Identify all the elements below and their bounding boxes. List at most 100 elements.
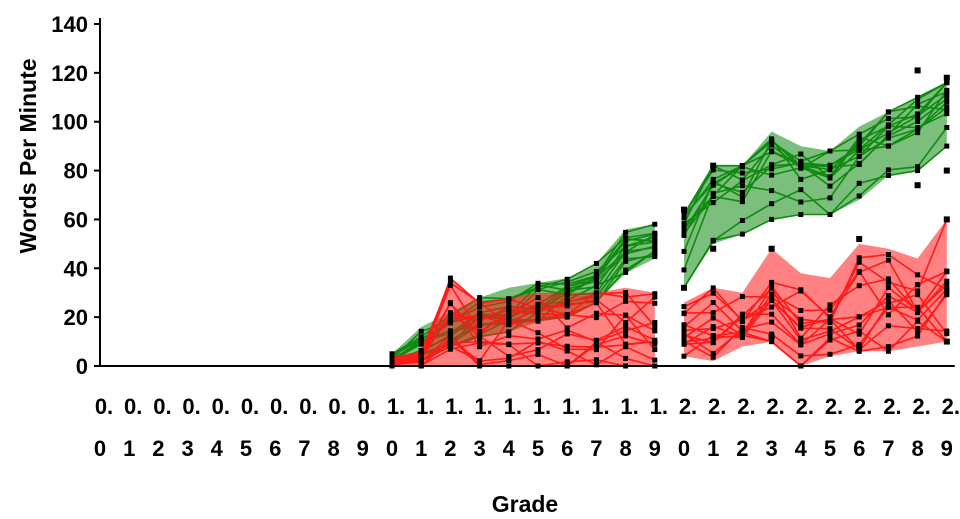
x-tick-label-bottom: 4 [795, 436, 808, 461]
x-tick-label-bottom: 1 [415, 436, 427, 461]
low-marker [681, 327, 687, 333]
low-marker [652, 291, 658, 297]
low-marker [769, 311, 775, 317]
high-marker [798, 163, 804, 169]
high-marker [856, 137, 862, 143]
low-marker [915, 272, 921, 278]
low-marker [535, 347, 541, 353]
low-marker [535, 295, 541, 300]
low-marker [885, 293, 891, 299]
low-marker [856, 348, 862, 354]
high-marker [710, 167, 716, 173]
high-marker [798, 187, 804, 193]
high-marker [915, 111, 921, 117]
low-marker [447, 332, 453, 338]
low-marker [856, 328, 862, 334]
high-marker [681, 248, 687, 254]
low-marker [564, 343, 570, 349]
low-marker [915, 326, 921, 332]
y-tick-label: 40 [64, 256, 88, 281]
low-marker [506, 358, 512, 364]
low-marker [681, 338, 687, 344]
low-marker [885, 252, 891, 257]
high-marker [769, 216, 775, 222]
low-marker [681, 353, 687, 359]
high-marker [739, 194, 745, 200]
low-marker [652, 328, 658, 334]
x-tick-label-bottom: 2 [736, 436, 748, 461]
low-marker [477, 318, 483, 324]
high-marker [681, 224, 687, 230]
low-marker [798, 353, 804, 359]
low-marker [710, 285, 716, 291]
x-tick-label-bottom: 6 [853, 436, 865, 461]
high-marker [915, 126, 921, 132]
low-marker [798, 316, 804, 322]
high-marker [885, 116, 891, 122]
high-marker [477, 295, 483, 301]
low-marker [681, 310, 687, 316]
low-marker [944, 331, 950, 337]
low-marker [593, 297, 599, 303]
high-marker [593, 260, 599, 266]
high-marker [769, 163, 775, 169]
y-tick-label: 100 [51, 110, 88, 135]
low-marker [418, 348, 424, 354]
high-marker [885, 173, 891, 178]
ticks: 0204060801001201400.00.10.20.30.40.50.60… [51, 12, 960, 461]
low-marker [477, 339, 483, 344]
high-marker [652, 254, 658, 260]
x-tick-label-top: 2. [766, 394, 784, 419]
low-marker [447, 340, 453, 346]
high-marker [623, 256, 629, 262]
x-tick-label-top: 2. [883, 394, 901, 419]
low-extreme-marker [943, 338, 950, 345]
high-marker [418, 328, 424, 334]
x-tick-label-bottom: 8 [619, 436, 631, 461]
high-marker [885, 109, 891, 115]
high-marker [739, 183, 745, 189]
high-trace-2-1 [683, 127, 948, 289]
low-marker [769, 285, 775, 291]
low-marker [506, 353, 512, 359]
high-marker [798, 151, 804, 157]
high-marker [652, 234, 658, 240]
high-marker [944, 99, 950, 105]
x-tick-label-top: 2. [854, 394, 872, 419]
high-marker [885, 132, 891, 138]
x-tick-label-top: 0. [153, 394, 171, 419]
high-marker [856, 162, 862, 167]
low-marker [827, 307, 833, 313]
high-marker [769, 149, 775, 155]
low-marker [506, 296, 512, 302]
low-marker [652, 341, 658, 347]
high-marker [944, 105, 950, 110]
high-marker [681, 227, 687, 233]
y-tick-label: 80 [64, 159, 88, 184]
high-marker [798, 212, 804, 217]
low-marker [506, 333, 512, 339]
low-marker [681, 322, 687, 328]
y-tick-label: 20 [64, 305, 88, 330]
x-tick-label-top: 2. [942, 394, 960, 419]
high-marker [856, 147, 862, 153]
high-marker [652, 239, 658, 244]
low-marker [710, 300, 716, 306]
low-marker [885, 323, 891, 329]
low-marker [506, 304, 512, 310]
high-extreme-marker [681, 206, 687, 213]
x-tick-label-top: 2. [737, 394, 755, 419]
low-marker [564, 303, 570, 309]
x-tick-label-top: 1. [504, 394, 522, 419]
high-marker [769, 138, 775, 144]
x-tick-label-top: 0. [299, 394, 317, 419]
low-marker [447, 315, 453, 321]
low-marker [739, 294, 745, 300]
low-marker [856, 331, 862, 337]
low-extreme-marker [768, 245, 775, 252]
x-tick-label-bottom: 3 [473, 436, 485, 461]
high-marker [447, 319, 453, 325]
high-marker [623, 243, 629, 249]
low-marker [535, 340, 541, 346]
low-marker [623, 320, 629, 325]
